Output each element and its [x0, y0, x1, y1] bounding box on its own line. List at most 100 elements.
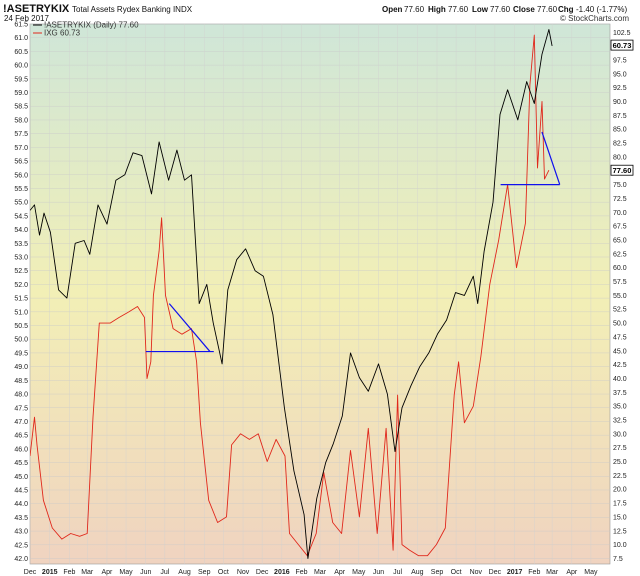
left-tick-label: 57.5	[14, 131, 28, 138]
left-tick-label: 46.5	[14, 433, 28, 440]
x-tick-label: Feb	[63, 569, 75, 576]
chg-label: Chg	[558, 5, 574, 14]
right-tick-label: 12.5	[613, 528, 627, 535]
x-tick-label: 2016	[274, 569, 290, 576]
right-tick-label: 55.0	[613, 293, 627, 300]
pattern-lines	[145, 131, 561, 353]
right-tick-label: 50.0	[613, 321, 627, 328]
x-tick-label: Oct	[218, 569, 229, 576]
high-label: High	[428, 5, 446, 14]
x-tick-label: Aug	[411, 569, 424, 576]
right-tick-label: 30.0	[613, 431, 627, 438]
right-tick-label: 7.5	[613, 556, 623, 563]
left-tick-label: 45.5	[14, 460, 28, 467]
series-line-ixg	[30, 29, 553, 559]
x-tick-label: Dec	[256, 569, 269, 576]
left-tick-label: 59.0	[14, 90, 28, 97]
right-tick-label: 65.0	[613, 238, 627, 245]
badge-label: 60.73	[613, 41, 632, 50]
left-tick-label: 43.0	[14, 529, 28, 536]
x-tick-label: Feb	[296, 569, 308, 576]
left-tick-label: 55.5	[14, 186, 28, 193]
legend-label-kix: !ASETRYKIX (Daily) 77.60	[44, 21, 139, 30]
high-value: 77.60	[448, 5, 469, 14]
chg-value: -1.40 (-1.77%)	[576, 5, 627, 14]
series-line-asetrykix	[30, 34, 550, 557]
open-value: 77.60	[404, 5, 425, 14]
right-tick-label: 32.5	[613, 418, 627, 425]
badge-box	[610, 39, 634, 51]
right-tick-label: 80.0	[613, 154, 627, 161]
left-tick-label: 56.0	[14, 172, 28, 179]
chart-date: 24 Feb 2017	[4, 14, 49, 23]
right-tick-label: 47.5	[613, 334, 627, 341]
left-tick-label: 53.5	[14, 241, 28, 248]
left-tick-label: 57.0	[14, 145, 28, 152]
left-tick-label: 54.5	[14, 213, 28, 220]
left-tick-label: 43.5	[14, 515, 28, 522]
left-tick-label: 42.5	[14, 542, 28, 549]
x-tick-label: Nov	[237, 569, 250, 576]
right-tick-label: 15.0	[613, 514, 627, 521]
left-tick-label: 60.0	[14, 63, 28, 70]
left-tick-label: 42.0	[14, 556, 28, 563]
left-tick-label: 60.5	[14, 49, 28, 56]
left-tick-label: 50.5	[14, 323, 28, 330]
x-tick-label: Nov	[470, 569, 483, 576]
series-layer	[30, 29, 553, 559]
x-tick-label: May	[584, 569, 598, 576]
left-tick-label: 56.5	[14, 159, 28, 166]
left-tick-label: 52.5	[14, 268, 28, 275]
x-tick-label: Jun	[373, 569, 384, 576]
left-tick-label: 61.5	[14, 22, 28, 29]
x-tick-label: Dec	[24, 569, 37, 576]
left-tick-label: 52.0	[14, 282, 28, 289]
left-tick-label: 49.0	[14, 364, 28, 371]
right-tick-label: 27.5	[613, 445, 627, 452]
right-tick-label: 60.0	[613, 265, 627, 272]
legend: !ASETRYKIX (Daily) 77.60 IXG 60.73	[33, 21, 139, 38]
x-tick-label: Aug	[178, 569, 191, 576]
x-tick-label: 2017	[507, 569, 523, 576]
x-tick-label: Mar	[546, 569, 559, 576]
x-tick-label: Dec	[489, 569, 502, 576]
right-tick-label: 40.0	[613, 376, 627, 383]
x-tick-label: Mar	[314, 569, 327, 576]
right-tick-label: 90.0	[613, 99, 627, 106]
open-label: Open	[382, 5, 403, 14]
left-tick-label: 51.5	[14, 296, 28, 303]
left-tick-label: 61.0	[14, 35, 28, 42]
right-tick-label: 75.0	[613, 182, 627, 189]
symbol-description: Total Assets Rydex Banking INDX	[72, 5, 193, 14]
right-tick-label: 35.0	[613, 404, 627, 411]
left-tick-label: 58.5	[14, 104, 28, 111]
right-tick-label: 25.0	[613, 459, 627, 466]
right-tick-label: 45.0	[613, 348, 627, 355]
pattern-line	[168, 303, 211, 352]
right-tick-label: 70.0	[613, 210, 627, 217]
x-tick-label: May	[352, 569, 366, 576]
right-tick-label: 10.0	[613, 542, 627, 549]
right-tick-label: 67.5	[613, 224, 627, 231]
right-tick-label: 87.5	[613, 113, 627, 120]
right-tick-label: 85.0	[613, 127, 627, 134]
last-value-badge: 60.73	[610, 39, 634, 51]
low-value: 77.60	[490, 5, 511, 14]
x-tick-label: Jun	[140, 569, 151, 576]
left-tick-label: 46.0	[14, 446, 28, 453]
right-tick-label: 95.0	[613, 71, 627, 78]
right-tick-label: 20.0	[613, 487, 627, 494]
x-tick-label: Apr	[101, 569, 113, 576]
left-tick-label: 47.0	[14, 419, 28, 426]
right-tick-label: 37.5	[613, 390, 627, 397]
x-tick-label: Mar	[81, 569, 94, 576]
grid-lines	[29, 23, 610, 564]
left-tick-label: 48.5	[14, 378, 28, 385]
x-tick-label: Feb	[528, 569, 540, 576]
x-tick-label: Oct	[451, 569, 462, 576]
x-tick-label: 2015	[42, 569, 58, 576]
pattern-line	[541, 131, 561, 185]
last-value-badges: 60.73 77.60	[610, 39, 634, 176]
left-tick-label: 54.0	[14, 227, 28, 234]
